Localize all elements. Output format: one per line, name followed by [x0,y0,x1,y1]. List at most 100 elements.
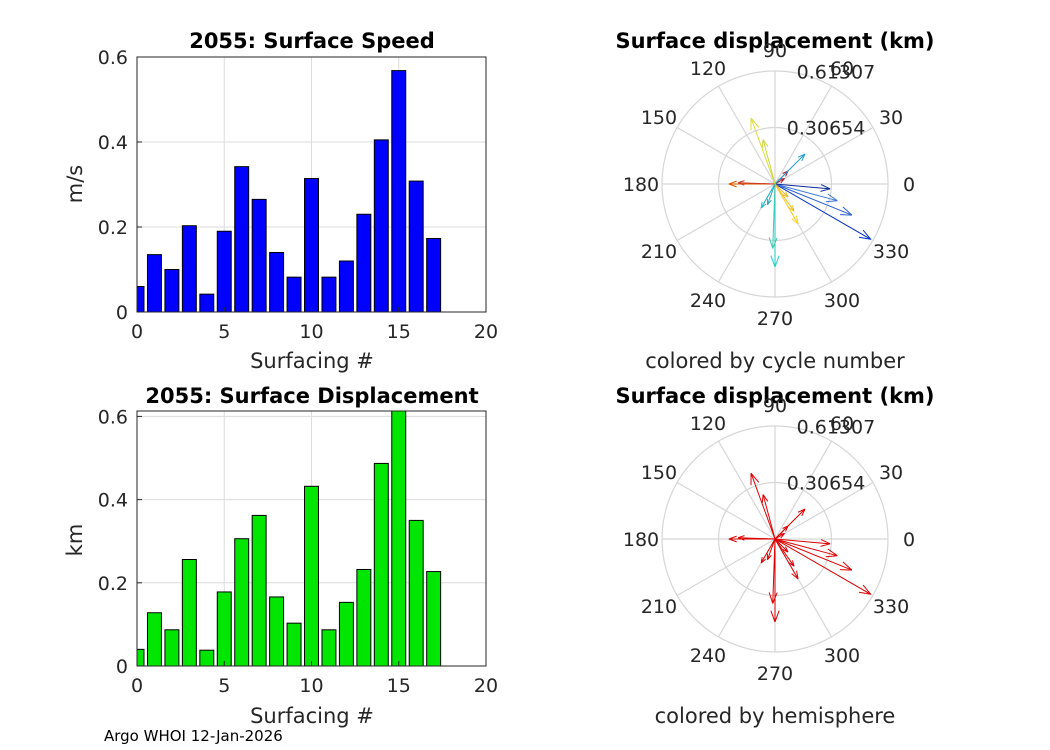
displacement-arrow [774,183,838,203]
displacement-y-axis-label: km [63,524,87,557]
polar-angle-label: 60 [830,413,854,435]
polar-angle-label: 210 [641,596,677,618]
polar-angle-label: 180 [623,174,659,196]
bar [321,276,337,313]
displacement-arrow [768,538,778,604]
displacement-arrow [774,183,853,216]
bar [321,629,337,667]
displacement-arrow [774,538,831,547]
y-tick-label: 0 [116,302,128,324]
polar-radius-label: 0.30654 [787,117,866,139]
bar [181,225,197,313]
bar [356,568,372,667]
speed-bar-chart: 2055: Surface Speed 0 5 10 15 20 0 0.2 0.4 0.6 S… [63,29,498,373]
polar-angle-label: 300 [824,645,860,667]
x-tick-label: 10 [299,675,323,697]
bar [216,230,232,313]
y-tick-label: 0.6 [98,47,128,69]
x-tick-label: 5 [218,321,230,343]
polar-angle-label: 330 [873,241,909,263]
displacement-arrow [774,153,806,185]
displacement-arrow [766,183,776,206]
polar-angle-label: 120 [690,58,726,80]
displacement-chart-title: 2055: Surface Displacement [145,384,478,408]
bar [338,260,354,313]
x-tick-label: 20 [474,675,498,697]
bar [164,629,180,667]
polar-angle-label: 90 [763,395,787,417]
x-tick-label: 0 [131,675,143,697]
bar [408,180,424,313]
x-tick-label: 15 [387,321,411,343]
bar [136,286,145,313]
displacement-arrow [774,183,789,198]
bar [426,571,442,667]
polar-angle-label: 240 [690,645,726,667]
polar-radius-label: 0.61307 [797,417,876,439]
displacement-arrow [750,472,776,540]
displacement-arrow [774,538,872,595]
polar-angle-label: 270 [757,663,793,685]
polar-cycle-caption: colored by cycle number [645,349,905,373]
polar-angle-label: 300 [824,290,860,312]
footer-credit: Argo WHOI 12-Jan-2026 [104,727,283,745]
polar-radius-label: 0.30654 [787,472,866,494]
x-tick-label: 15 [387,675,411,697]
polar-angle-label: 120 [690,413,726,435]
polar-hemisphere-title: Surface displacement (km) [615,384,934,408]
polar-angle-label: 150 [641,462,677,484]
y-tick-label: 0.2 [98,217,128,239]
bar [286,622,302,667]
displacement-arrow [774,538,789,553]
bar [181,559,197,667]
y-tick-label: 0.2 [98,573,128,595]
polar-angle-label: 150 [641,107,677,129]
displacement-arrow [774,183,831,192]
polar-angle-label: 330 [873,596,909,618]
bar [408,519,424,667]
polar-angle-label: 0 [903,174,915,196]
y-tick-label: 0.4 [98,490,128,512]
bar [199,293,215,313]
polar-angle-label: 30 [879,462,903,484]
y-tick-label: 0 [116,656,128,678]
bar [136,648,145,667]
bar [164,269,180,313]
polar-cycle-title: Surface displacement (km) [615,29,934,53]
bar [391,410,407,667]
displacement-arrow [774,183,799,225]
y-tick-label: 0.4 [98,132,128,154]
polar-angle-label: 180 [623,529,659,551]
displacement-bar-chart: 2055: Surface Displacement 0 5 10 15 20 0 0.2 0… [63,384,498,728]
displacement-arrow [750,117,776,185]
bar [199,649,215,667]
bar [304,485,319,667]
displacement-arrow [774,538,853,571]
displacement-arrow [774,183,872,240]
bar [304,178,319,313]
bar [426,237,442,313]
bar [269,252,285,313]
x-tick-label: 10 [299,321,323,343]
bar [286,276,302,313]
displacement-arrow [760,538,776,564]
bar [146,612,162,667]
polar-radius-label: 0.61307 [797,62,876,84]
bar [216,591,232,667]
displacement-arrow [774,183,795,212]
polar-angle-label: 60 [830,58,854,80]
bar [373,139,389,313]
displacement-arrow [737,180,776,186]
speed-x-axis-label: Surfacing # [250,349,374,373]
bar [338,601,354,667]
displacement-arrow [761,494,776,540]
polar-cycle-chart: Surface displacement (km) 0 30 60 90 120 150 1… [615,29,934,373]
displacement-arrow [774,538,838,558]
displacement-arrow [737,535,776,541]
bar [234,166,250,313]
polar-angle-label: 210 [641,241,677,263]
displacement-arrow [761,139,776,185]
bar [251,198,267,313]
displacement-arrow [760,183,776,209]
polar-hemisphere-chart: Surface displacement (km) 0 30 60 90 120 150 1… [615,384,934,728]
